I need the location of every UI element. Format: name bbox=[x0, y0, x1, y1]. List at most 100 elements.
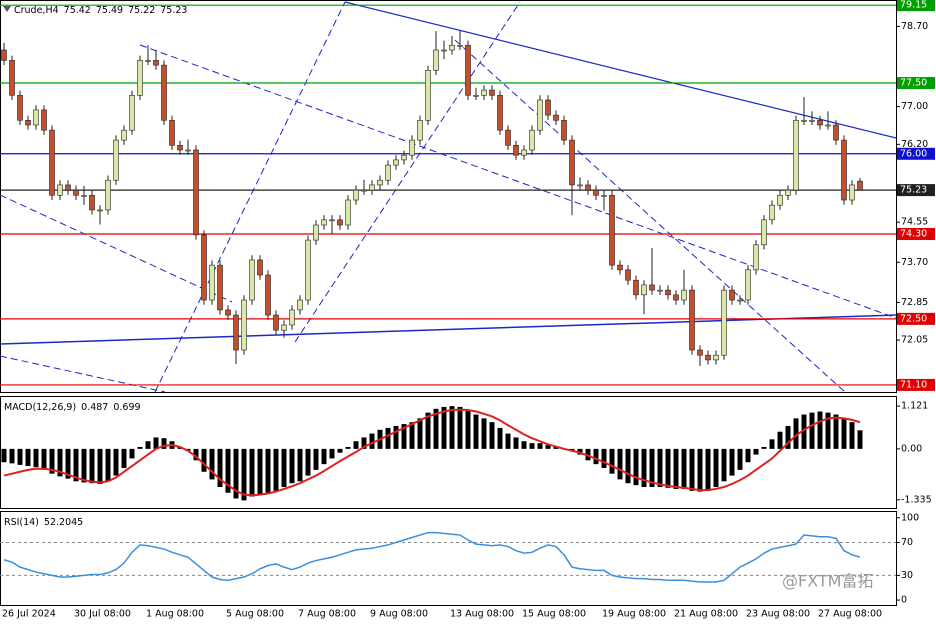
candle-body bbox=[585, 184, 591, 191]
candle-body bbox=[57, 184, 63, 196]
macd-bar bbox=[617, 448, 623, 480]
macd-bar bbox=[593, 448, 599, 465]
candle-body bbox=[841, 139, 847, 201]
candle-body bbox=[41, 109, 47, 131]
macd-bar bbox=[393, 425, 399, 449]
candle-body bbox=[297, 299, 303, 311]
macd-bar bbox=[161, 438, 167, 449]
macd-bar bbox=[121, 448, 127, 468]
macd-bar bbox=[201, 448, 207, 472]
macd-bar bbox=[33, 448, 39, 468]
macd-bar bbox=[649, 448, 655, 488]
macd-bar bbox=[361, 437, 367, 449]
candle-body bbox=[289, 309, 295, 326]
candle-body bbox=[209, 264, 215, 301]
y-tick-label: 70 bbox=[901, 537, 913, 548]
macd-bar bbox=[521, 441, 527, 449]
macd-bar bbox=[289, 448, 295, 484]
candle-body bbox=[625, 269, 631, 281]
y-tick-label: 72.85 bbox=[901, 297, 928, 308]
candle-body bbox=[577, 184, 583, 187]
candle-body bbox=[153, 60, 159, 66]
macd-bar bbox=[89, 448, 95, 484]
candle-body bbox=[417, 119, 423, 141]
indicator-title: MACD(12,26,9) bbox=[4, 402, 76, 413]
y-tick-label: 1.121 bbox=[901, 401, 928, 412]
macd-bar bbox=[313, 448, 319, 470]
macd-bar bbox=[833, 414, 839, 449]
candle-body bbox=[361, 189, 367, 192]
candle-body bbox=[553, 114, 559, 121]
price-level-label: 74.30 bbox=[900, 228, 927, 239]
candle-body bbox=[537, 99, 543, 131]
candle-body bbox=[505, 129, 511, 146]
candle-body bbox=[665, 289, 671, 296]
macd-bar bbox=[385, 427, 391, 449]
header-value: 75.42 bbox=[64, 5, 91, 16]
price-level-label: 75.23 bbox=[900, 185, 927, 196]
y-tick-label: 76.20 bbox=[901, 139, 928, 150]
candle-body bbox=[673, 294, 679, 301]
candle-body bbox=[249, 259, 255, 301]
x-tick-label: 30 Jul 08:00 bbox=[74, 609, 131, 620]
candle-body bbox=[97, 209, 103, 212]
candle-body bbox=[729, 289, 735, 301]
macd-bar bbox=[73, 448, 79, 482]
signal-line bbox=[3, 408, 861, 497]
candle-body bbox=[785, 189, 791, 196]
macd-bar bbox=[401, 424, 407, 449]
macd-bar bbox=[225, 448, 231, 493]
candle-body bbox=[273, 314, 279, 331]
candle-body bbox=[1, 49, 7, 61]
price-level-tag bbox=[897, 0, 935, 12]
macd-bar bbox=[537, 443, 543, 449]
trend-line bbox=[0, 314, 897, 345]
macd-bar bbox=[25, 448, 31, 467]
macd-bar bbox=[233, 448, 239, 499]
candle-body bbox=[105, 179, 111, 211]
macd-bar bbox=[777, 431, 783, 449]
macd-bar bbox=[729, 448, 735, 476]
candle-body bbox=[321, 219, 327, 226]
candle-body bbox=[305, 239, 311, 301]
candle-body bbox=[473, 94, 479, 97]
x-tick-label: 5 Aug 08:00 bbox=[226, 609, 284, 620]
macd-bar bbox=[625, 448, 631, 484]
main-panel-frame bbox=[0, 0, 897, 393]
channel-line bbox=[294, 1, 521, 343]
candle-body bbox=[713, 354, 719, 361]
macd-bar bbox=[793, 418, 799, 449]
macd-bar bbox=[153, 437, 159, 449]
macd-bar bbox=[417, 418, 423, 449]
watermark: @FXTM富拓 bbox=[782, 572, 873, 591]
macd-bar bbox=[105, 448, 111, 482]
candle-body bbox=[449, 44, 455, 51]
candle-body bbox=[569, 139, 575, 186]
y-tick-label: -1.335 bbox=[901, 494, 932, 505]
candle-body bbox=[593, 189, 599, 196]
candle-body bbox=[265, 274, 271, 316]
macd-bar bbox=[785, 425, 791, 449]
price-level-tag bbox=[897, 227, 935, 240]
candle-body bbox=[345, 199, 351, 226]
candle-body bbox=[73, 189, 79, 196]
macd-bar bbox=[257, 448, 263, 495]
candle-body bbox=[561, 119, 567, 141]
macd-bar bbox=[825, 412, 831, 449]
candle-body bbox=[817, 119, 823, 126]
candle-body bbox=[217, 264, 223, 311]
candle-body bbox=[17, 94, 23, 121]
rsi-line bbox=[3, 531, 861, 583]
x-tick-label: 9 Aug 08:00 bbox=[370, 609, 428, 620]
macd-bar bbox=[409, 422, 415, 449]
candle-body bbox=[257, 259, 263, 276]
x-tick-label: 19 Aug 08:00 bbox=[602, 609, 666, 620]
indicator-title: RSI(14) bbox=[4, 517, 39, 528]
candle-body bbox=[777, 194, 783, 206]
y-tick-label: 0.00 bbox=[901, 443, 922, 454]
candle-body bbox=[737, 299, 743, 302]
macd-bar bbox=[809, 412, 815, 449]
candle-body bbox=[825, 124, 831, 127]
header-value: 75.49 bbox=[96, 5, 123, 16]
